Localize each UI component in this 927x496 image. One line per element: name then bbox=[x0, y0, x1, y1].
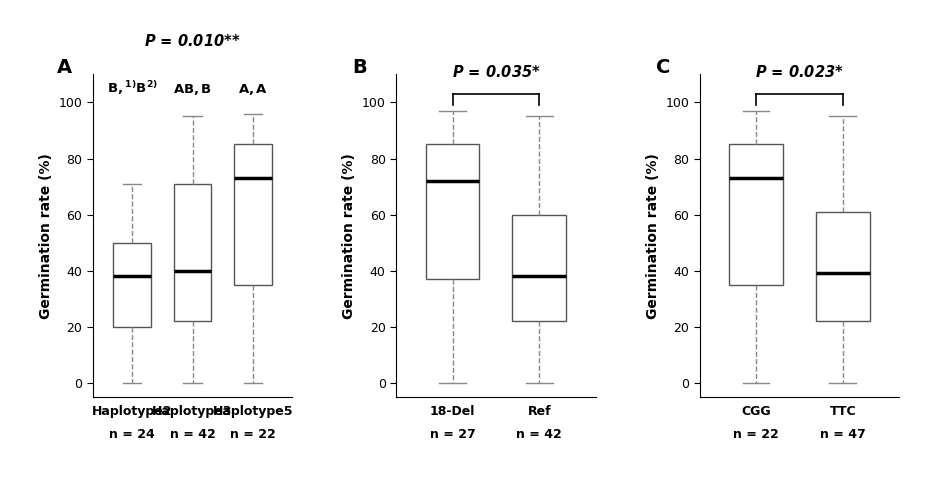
Text: n = 22: n = 22 bbox=[230, 428, 276, 440]
Text: Haplotype5: Haplotype5 bbox=[213, 405, 293, 418]
Text: Haplotype3: Haplotype3 bbox=[152, 405, 233, 418]
Text: n = 27: n = 27 bbox=[430, 428, 476, 440]
Text: CGG: CGG bbox=[742, 405, 770, 418]
Text: n = 42: n = 42 bbox=[516, 428, 562, 440]
PathPatch shape bbox=[425, 144, 479, 279]
Text: Ref: Ref bbox=[527, 405, 552, 418]
Y-axis label: Germination rate (%): Germination rate (%) bbox=[39, 153, 53, 318]
Text: Haplotype2: Haplotype2 bbox=[92, 405, 172, 418]
Text: A: A bbox=[57, 59, 72, 77]
Text: B: B bbox=[352, 59, 367, 77]
PathPatch shape bbox=[816, 212, 870, 321]
Text: n = 47: n = 47 bbox=[819, 428, 866, 440]
Text: $\bfit{P}$ = 0.010**: $\bfit{P}$ = 0.010** bbox=[145, 33, 241, 49]
Text: TTC: TTC bbox=[830, 405, 857, 418]
PathPatch shape bbox=[729, 144, 783, 285]
Text: $\bfit{P}$ = 0.023*: $\bfit{P}$ = 0.023* bbox=[755, 64, 844, 80]
Text: n = 42: n = 42 bbox=[170, 428, 215, 440]
PathPatch shape bbox=[235, 144, 272, 285]
Text: C: C bbox=[655, 59, 670, 77]
Text: n = 24: n = 24 bbox=[109, 428, 155, 440]
PathPatch shape bbox=[513, 215, 566, 321]
Y-axis label: Germination rate (%): Germination rate (%) bbox=[646, 153, 660, 318]
Y-axis label: Germination rate (%): Germination rate (%) bbox=[342, 153, 356, 318]
PathPatch shape bbox=[173, 184, 211, 321]
Text: $\mathbf{AB, B}$: $\mathbf{AB, B}$ bbox=[173, 82, 212, 97]
Text: n = 22: n = 22 bbox=[733, 428, 779, 440]
Text: 18-Del: 18-Del bbox=[430, 405, 476, 418]
Text: $\mathbf{A, A}$: $\mathbf{A, A}$ bbox=[238, 82, 268, 97]
Text: $\bfit{P}$ = 0.035*: $\bfit{P}$ = 0.035* bbox=[451, 64, 540, 80]
PathPatch shape bbox=[113, 243, 151, 327]
Text: $\mathbf{B,}^{\mathbf{1)}}$$\mathbf{B}^{\mathbf{2)}}$: $\mathbf{B,}^{\mathbf{1)}}$$\mathbf{B}^{… bbox=[107, 79, 158, 97]
